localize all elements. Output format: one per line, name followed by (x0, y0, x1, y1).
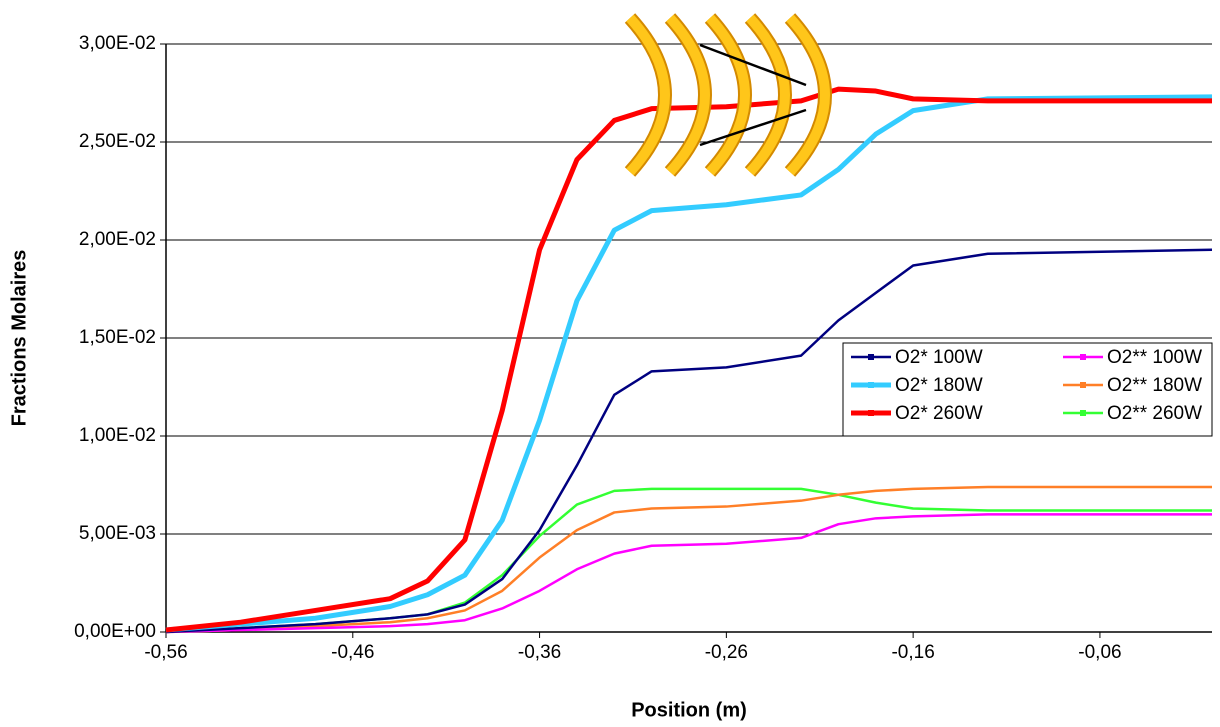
legend-marker (1080, 382, 1086, 388)
coil-lead (699, 108, 807, 147)
coil-turn (786, 14, 830, 176)
legend-marker (868, 410, 874, 416)
y-tick-label: 2,50E-02 (79, 131, 156, 152)
legend-label: O2* 180W (895, 375, 983, 396)
coil-lead (699, 43, 807, 87)
coil-turn (746, 14, 790, 176)
legend-box (842, 342, 1213, 437)
coil-turn (626, 14, 670, 176)
y-tick-label: 0,00E+00 (74, 621, 156, 642)
x-tick-label: -0,36 (518, 642, 561, 663)
series-line (165, 94, 1213, 633)
legend-marker (1080, 410, 1086, 416)
plot-area: 0,00E+00 5,00E-03 1,00E-02 1,50E-02 2,00E-02… (74, 33, 1213, 663)
coil-turn (666, 14, 710, 176)
legend-label: O2* 100W (895, 347, 983, 368)
legend-label: O2** 100W (1107, 347, 1202, 368)
series-line (165, 485, 1212, 634)
coil-illustration (624, 13, 832, 177)
legend-label: O2** 260W (1107, 403, 1202, 424)
x-tick-label: -0,46 (331, 642, 374, 663)
series-line (165, 513, 1212, 634)
y-tick-label: 5,00E-03 (79, 523, 156, 544)
x-tick-label: -0,56 (144, 642, 187, 663)
x-tick-label: -0,16 (891, 642, 934, 663)
legend-label: O2** 180W (1107, 375, 1202, 396)
x-tick-label: -0,06 (1078, 642, 1121, 663)
y-tick-label: 3,00E-02 (79, 33, 156, 54)
x-tick-label: -0,26 (705, 642, 748, 663)
y-tick-label: 1,50E-02 (79, 327, 156, 348)
legend: O2* 100W O2* 180W O2* 260W O2** 100W O2** 18… (842, 342, 1213, 437)
y-tick-label: 1,00E-02 (79, 425, 156, 446)
legend-marker (1080, 354, 1086, 360)
x-axis-title: Position (m) (631, 699, 747, 721)
legend-marker (868, 382, 874, 388)
y-tick-label: 2,00E-02 (79, 229, 156, 250)
legend-label: O2* 260W (895, 403, 983, 424)
series-line (165, 248, 1213, 634)
coil-turn (706, 14, 750, 176)
series-line (165, 86, 1212, 633)
legend-marker (868, 354, 874, 360)
y-axis-title: Fractions Molaires (8, 250, 30, 427)
